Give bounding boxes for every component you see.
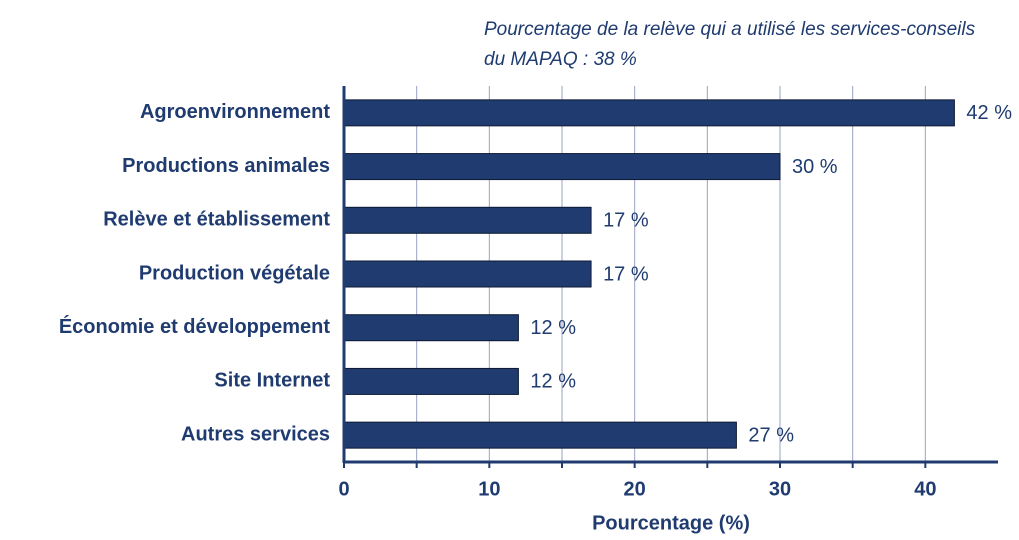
subtitle: Pourcentage de la relève qui a utilisé l… — [484, 19, 976, 40]
y-tick-label: Productions animales — [122, 155, 330, 177]
x-tick-label: 40 — [914, 478, 936, 500]
value-label: 27 % — [748, 424, 794, 446]
bar — [343, 99, 955, 127]
bar — [343, 367, 519, 395]
x-tick-label: 20 — [624, 478, 646, 500]
y-tick-label: Autres services — [181, 423, 330, 445]
value-label: 12 % — [530, 317, 576, 339]
value-label: 12 % — [530, 371, 576, 393]
value-label: 30 % — [792, 156, 838, 178]
bar — [343, 206, 592, 234]
bar — [343, 421, 737, 449]
bar — [343, 153, 781, 181]
bar — [343, 314, 519, 342]
value-label: 42 % — [966, 102, 1012, 124]
x-tick-label: 30 — [769, 478, 791, 500]
value-label: 17 % — [603, 210, 649, 232]
y-tick-label: Relève et établissement — [103, 209, 330, 231]
x-tick-label: 0 — [338, 478, 349, 500]
subtitle: du MAPAQ : 38 % — [484, 49, 637, 70]
y-tick-label: Production végétale — [139, 262, 330, 284]
y-tick-label: Économie et développement — [59, 315, 331, 338]
x-tick-label: 10 — [478, 478, 500, 500]
y-tick-label: Agroenvironnement — [140, 101, 330, 123]
bar — [343, 260, 592, 288]
value-label: 17 % — [603, 263, 649, 285]
x-axis-label: Pourcentage (%) — [592, 512, 750, 534]
y-tick-label: Site Internet — [214, 370, 330, 392]
